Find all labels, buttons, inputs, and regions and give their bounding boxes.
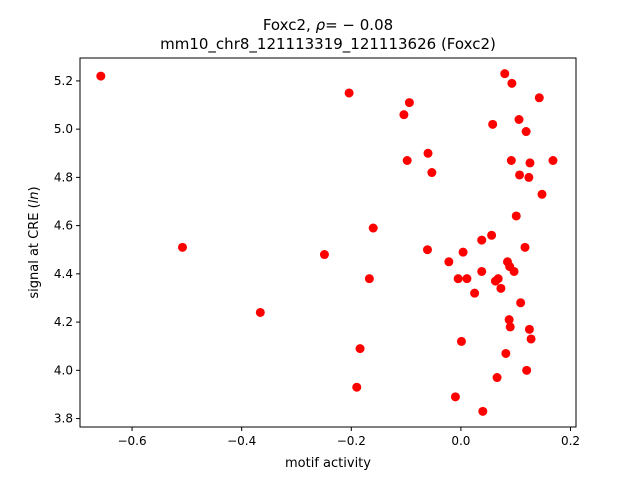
data-point — [501, 348, 511, 358]
data-point — [515, 170, 525, 180]
y-axis-label: signal at CRE (ln) — [27, 186, 42, 298]
data-point — [423, 148, 433, 158]
y-tick-label: 4.4 — [54, 267, 73, 281]
x-axis-label: motif activity — [285, 456, 371, 471]
title-prefix: Foxc2, — [263, 16, 316, 34]
data-point — [458, 247, 468, 257]
data-point — [444, 257, 454, 267]
data-point — [344, 88, 354, 98]
data-point — [450, 392, 460, 402]
axes-frame — [79, 57, 577, 428]
chart-title-line1: Foxc2, ρ= − 0.08 — [263, 16, 393, 34]
y-axis-label-prefix: signal at CRE ( — [27, 203, 42, 298]
title-suffix: = − 0.08 — [325, 16, 393, 34]
data-point — [96, 71, 106, 81]
data-point — [493, 274, 503, 284]
data-point — [496, 283, 506, 293]
data-point — [509, 266, 519, 276]
data-point — [505, 322, 515, 332]
y-tick-label: 4.0 — [54, 363, 73, 377]
x-tick-label: −0.4 — [227, 434, 256, 448]
data-point — [364, 274, 374, 284]
y-tick-label: 4.8 — [54, 170, 73, 184]
data-point — [504, 315, 514, 325]
y-tick-label: 4.2 — [54, 315, 73, 329]
data-point — [487, 230, 497, 240]
data-point — [319, 250, 329, 260]
data-point — [422, 245, 432, 255]
data-point — [492, 373, 502, 383]
data-point — [524, 172, 534, 182]
data-point — [478, 406, 488, 416]
data-point — [507, 78, 517, 88]
title-rho: ρ — [316, 16, 326, 34]
data-point — [526, 334, 536, 344]
data-point — [500, 69, 510, 79]
data-point — [177, 242, 187, 252]
data-point — [488, 119, 498, 129]
y-tick-label: 4.6 — [54, 219, 73, 233]
data-point — [470, 288, 480, 298]
data-point — [537, 189, 547, 199]
data-point — [520, 242, 530, 252]
chart-title-line2: mm10_chr8_121113319_121113626 (Foxc2) — [160, 35, 496, 54]
x-tick-label: 0.0 — [451, 434, 470, 448]
data-point — [453, 274, 463, 284]
data-points — [96, 69, 558, 416]
data-point — [402, 156, 412, 165]
data-point — [506, 156, 516, 165]
plot-area: −0.6 −0.4 −0.2 0.0 0.2 3.8 4.0 4.2 4.4 4.6 4.8 5.0… — [54, 57, 580, 448]
x-tick-label: 0.2 — [561, 434, 580, 448]
y-axis-label-italic: ln — [27, 191, 42, 203]
data-point — [525, 158, 535, 168]
data-point — [548, 156, 558, 165]
data-point — [477, 266, 487, 276]
data-point — [511, 211, 521, 221]
data-point — [404, 98, 414, 108]
y-axis-ticks: 3.8 4.0 4.2 4.4 4.6 4.8 5.0 5.2 — [54, 74, 80, 426]
data-point — [477, 235, 487, 245]
data-point — [534, 93, 544, 103]
data-point — [514, 115, 524, 124]
data-point — [399, 110, 409, 120]
x-tick-label: −0.6 — [117, 434, 146, 448]
data-point — [516, 298, 526, 308]
y-axis-label-suffix: ) — [27, 186, 42, 191]
y-tick-label: 5.0 — [54, 122, 73, 136]
data-point — [524, 324, 534, 334]
data-point — [352, 382, 362, 392]
x-axis-ticks: −0.6 −0.4 −0.2 0.0 0.2 — [117, 427, 580, 448]
data-point — [368, 223, 378, 233]
data-point — [355, 344, 365, 354]
data-point — [522, 365, 532, 375]
y-tick-label: 3.8 — [54, 412, 73, 426]
data-point — [462, 274, 472, 284]
data-point — [255, 307, 265, 317]
data-point — [427, 168, 437, 178]
data-point — [521, 127, 531, 137]
x-tick-label: −0.2 — [337, 434, 366, 448]
y-tick-label: 5.2 — [54, 74, 73, 88]
data-point — [456, 336, 466, 346]
